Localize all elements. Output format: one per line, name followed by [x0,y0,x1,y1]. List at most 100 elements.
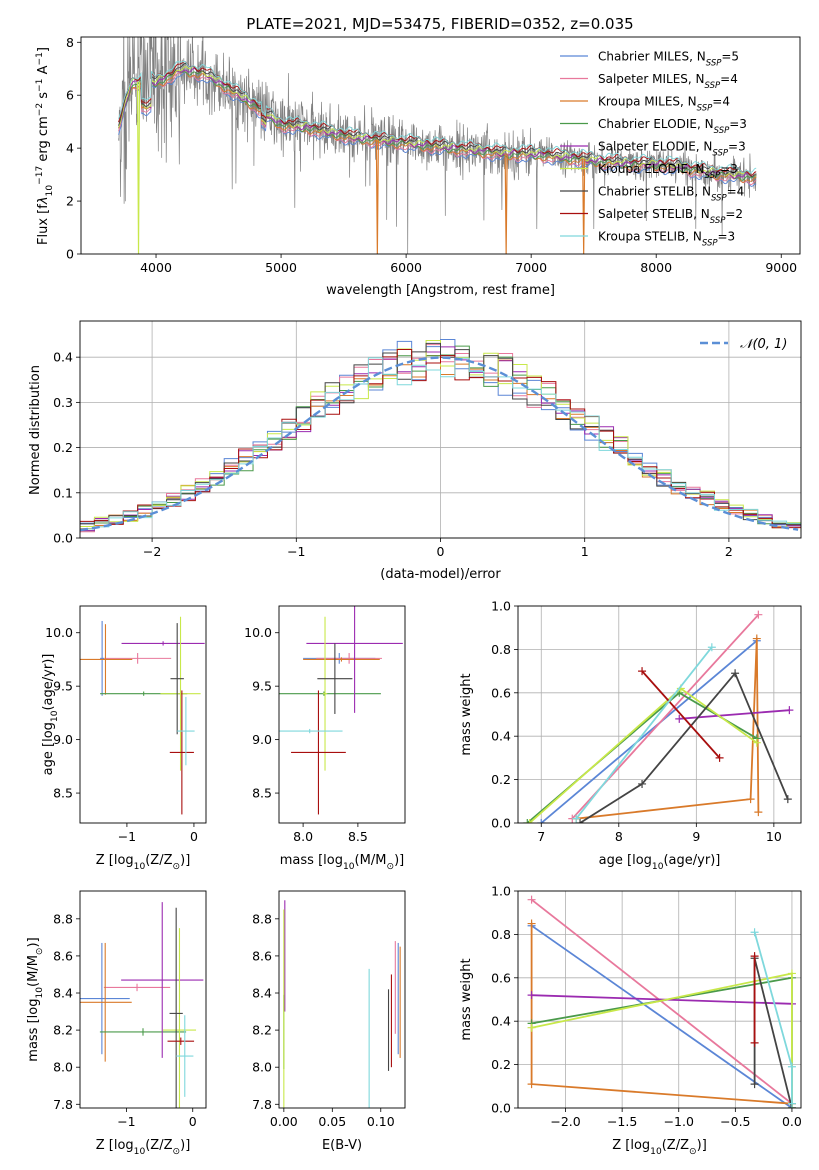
x-tick-label: 5000 [265,260,297,275]
weight-marker-salpeter-elodie [527,991,536,1000]
weight-marker-kroupa-stelib [707,643,716,652]
model-dropout-kroupa-miles [375,139,379,254]
y-tick-label: 8.4 [53,986,73,1001]
weight-line-kroupa-stelib [575,646,713,820]
y-tick-label: 8.2 [252,1023,272,1038]
y-tick-label: 0.4 [53,350,73,365]
weight-marker-chabrier-stelib [750,1080,759,1089]
weight-marker-salpeter-stelib [638,667,647,676]
plot-area [279,606,403,815]
errorbar-kroupa-miles [303,657,380,662]
x-axis-label: Z [log10(Z/Z⊙)] [96,1138,191,1157]
weight-marker-salpeter-miles [754,610,763,619]
y-tick-label: 0.8 [491,927,511,942]
chart-mass-vs-z: −1 0 7.8 8.0 8.2 8.4 8.6 8.8 Z [log10(Z/Z⊙)] mass… [26,890,207,1157]
x-tick-label: 9 [692,829,700,844]
y-tick-label: 0.8 [491,642,511,657]
x-tick-label: 0 [189,1114,197,1129]
weight-line-chabrier-miles [531,924,793,1108]
weight-marker-chabrier-stelib [783,795,792,804]
weight-marker-kroupa-stelib [787,1099,796,1108]
x-tick-label: 9000 [765,260,797,275]
chart-mass-vs-ebv: 0.00 0.05 0.10 7.8 8.0 8.2 8.4 8.6 8.8 E(B-V) [252,890,406,1153]
y-tick-label: 1.0 [491,599,511,614]
x-tick-label: 8 [615,829,623,844]
gaussian-line [80,356,799,532]
weight-line-salpeter-elodie [531,994,792,1005]
x-axis-label: age [log10(age/yr)] [599,853,721,872]
y-tick-label: 0.6 [491,685,511,700]
x-tick-label: −2.0 [550,1114,580,1129]
weight-marker-salpeter-stelib [750,1038,759,1047]
errorbar-salpeter-miles [104,653,172,664]
legend-label-kroupa-miles: Kroupa MILES, NSSP=4 [598,95,730,114]
weight-marker-kroupa-stelib [787,1062,796,1071]
x-tick-label: −1 [117,1114,135,1129]
weight-marker-kroupa-elodie [525,819,534,823]
x-tick-label: 0.0 [782,1114,802,1129]
weight-marker-salpeter-miles [527,895,536,904]
weight-marker-kroupa-stelib [750,928,759,937]
x-axis-label: Z [log10(Z/Z⊙)] [96,853,191,872]
y-axis-label: mass weight [459,673,474,755]
y-tick-label: 0.2 [491,772,511,787]
weight-line-salpeter-miles [531,898,793,1105]
x-axis-label: mass [log10(M/M⊙)] [280,853,404,872]
y-tick-label: 9.5 [53,679,73,694]
x-tick-label: 4000 [140,260,172,275]
errorbar-kroupa-miles [80,942,132,1062]
y-tick-label: 1.0 [491,884,511,899]
plot-area [523,610,794,823]
y-tick-label: 2 [66,194,74,209]
errorbar-salpeter-miles [316,653,382,664]
axes-frame [79,320,802,539]
x-axis-label: (data-model)/error [380,567,501,582]
errorbar-salpeter-elodie [306,606,403,713]
weight-marker-chabrier-elodie [523,819,532,823]
weight-marker-kroupa-miles [527,1080,536,1089]
weight-marker-salpeter-elodie [675,714,684,723]
model-dropout-kroupa-elodie [136,81,141,254]
y-tick-label: 8.4 [252,986,272,1001]
weight-marker-salpeter-stelib [715,753,724,762]
errorbar-chabrier-stelib [170,623,184,735]
y-axis-label: mass weight [459,958,474,1040]
chart-age-vs-z: −1 0 8.5 9.0 9.5 10.0 Z [log10(Z/Z⊙)] age [log1… [41,605,207,872]
x-tick-label: 1 [581,544,589,559]
y-tick-label: 8.5 [252,786,272,801]
y-tick-label: 7.8 [53,1097,73,1112]
errorbar-kroupa-miles [80,624,133,695]
x-tick-label: −0.5 [720,1114,750,1129]
legend-label-chabrier-elodie: Chabrier ELODIE, NSSP=3 [598,117,747,136]
x-tick-label: −1.0 [664,1114,694,1129]
y-tick-label: 8.8 [252,911,272,926]
y-tick-label: 0.2 [491,1057,511,1072]
x-tick-label: 0.00 [270,1114,298,1129]
plot-area [527,895,796,1108]
chart-weight-vs-z: −2.0 −1.5 −1.0 −0.5 0.0 0.0 0.2 0.4 0.6 0.8 1.0 Z [… [459,884,802,1158]
y-tick-label: 10.0 [244,625,272,640]
chart-age-vs-mass: 8.0 8.5 8.5 9.0 9.5 10.0 mass [log10(M/M⊙)] [244,605,406,872]
errorbar-salpeter-stelib [167,1037,195,1045]
axes-frame [517,890,802,1109]
y-tick-label: 8.2 [53,1023,73,1038]
legend-label-kroupa-elodie: Kroupa ELODIE, NSSP=3 [598,162,738,181]
x-tick-label: 10 [766,829,782,844]
errorbar-salpeter-miles [103,983,171,992]
legend-label-kroupa-stelib: Kroupa STELIB, NSSP=3 [598,230,735,249]
legend-label-chabrier-stelib: Chabrier STELIB, NSSP=4 [598,185,744,204]
weight-line-salpeter-elodie [679,709,790,720]
weight-marker-kroupa-miles [746,795,755,804]
errorbar-chabrier-miles [100,620,105,696]
x-tick-label: −1 [287,544,305,559]
errorbar-kroupa-elodie [160,616,201,771]
x-axis-label: wavelength [Angstrom, rest frame] [326,283,555,298]
plot-area [80,338,801,534]
x-tick-label: −1.5 [607,1114,637,1129]
y-tick-label: 0.0 [491,816,511,831]
errorbar-salpeter-stelib [169,690,194,815]
axes-frame [79,890,207,1109]
chart-residuals: −2 −1 0 1 2 0.0 0.1 0.2 0.3 0.4 (data-model)/error… [28,320,802,582]
plot-area [283,900,401,1108]
